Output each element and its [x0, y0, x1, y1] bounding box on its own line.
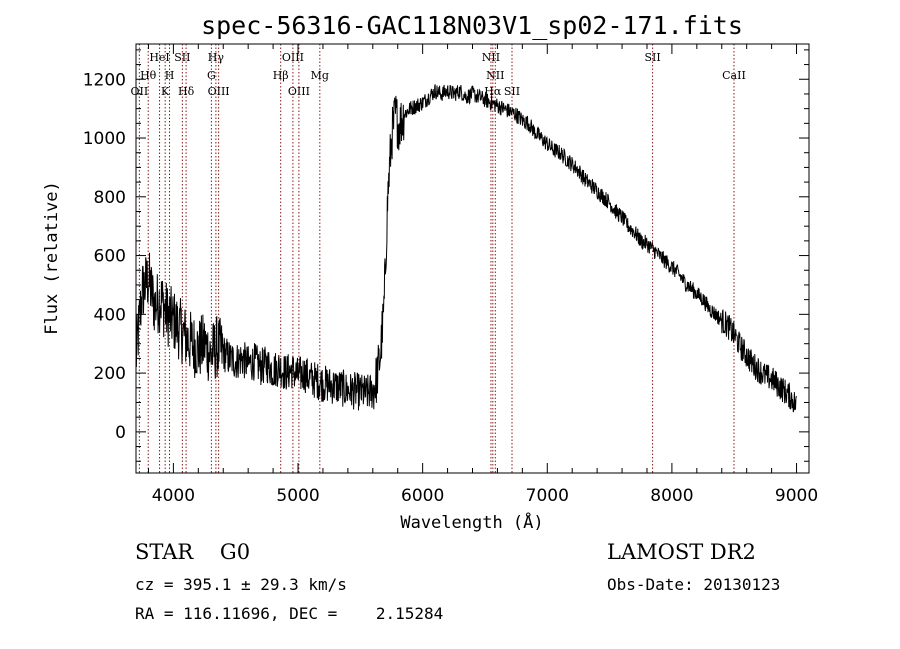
x-axis: 4000 5000 6000 7000 8000 9000	[147, 44, 818, 506]
object-class: STAR G0	[135, 540, 251, 564]
redshift-readout: cz = 395.1 ± 29.3 km/s	[135, 575, 347, 594]
spectral-line-label: SII	[174, 51, 190, 64]
x-tick-label: 4000	[152, 486, 195, 506]
spectral-line-label: Hδ	[178, 85, 195, 98]
x-tick-label: 9000	[775, 486, 818, 506]
spectral-line-label: SII	[504, 85, 520, 98]
y-tick-label: 200	[94, 364, 126, 384]
plot-frame	[135, 43, 810, 474]
spectral-line-label: NII	[482, 51, 500, 64]
chart-title: spec-56316-GAC118N03V1_sp02-171.fits	[201, 11, 743, 40]
spectral-line-label: OIII	[288, 85, 310, 98]
spectral-line-label: G	[207, 69, 216, 82]
y-tick-label: 1200	[83, 70, 126, 90]
y-axis: 0 200 400 600 800 1000 1200	[83, 49, 809, 462]
spectral-line-label: Hβ	[273, 69, 289, 82]
spectral-line-label: Hα	[484, 85, 502, 98]
y-tick-label: 800	[94, 188, 126, 208]
y-axis-label: Flux (relative)	[42, 181, 62, 335]
x-tick-label: 6000	[401, 486, 444, 506]
y-tick-label: 400	[94, 305, 126, 325]
spectral-line-markers: OIIHθHeIKHSIIHδHγGOIIIHβOIIIOIIIMgNIINII…	[131, 44, 746, 473]
y-tick-label: 1000	[83, 129, 126, 149]
x-tick-label: 7000	[526, 486, 569, 506]
x-axis-label: Wavelength (Å)	[400, 511, 543, 533]
spectral-line-label: H	[165, 69, 175, 82]
spectral-line-label: Hθ	[140, 69, 157, 82]
spectral-line-label: HeI	[149, 51, 169, 64]
spectral-line-label: OIII	[208, 85, 230, 98]
spectral-line-label: NII	[486, 69, 504, 82]
spectral-line-label: CaII	[722, 69, 746, 82]
y-tick-label: 600	[94, 247, 126, 267]
y-tick-label: 0	[115, 423, 126, 443]
coordinates-readout: RA = 116.11696, DEC = 2.15284	[135, 604, 444, 623]
spectrum-line	[135, 84, 797, 413]
spectral-line-label: Hγ	[208, 51, 225, 64]
survey-name: LAMOST DR2	[607, 540, 756, 564]
observation-date: Obs-Date: 20130123	[607, 575, 781, 594]
spectrum-series	[135, 84, 797, 413]
spectral-line-label: K	[161, 85, 170, 98]
spectral-line-label: Mg	[311, 69, 329, 82]
spectral-line-label: OII	[131, 85, 149, 98]
x-tick-label: 5000	[276, 486, 319, 506]
spectral-line-label: OIII	[282, 51, 304, 64]
x-tick-label: 8000	[650, 486, 693, 506]
spectral-line-label: SII	[644, 51, 660, 64]
